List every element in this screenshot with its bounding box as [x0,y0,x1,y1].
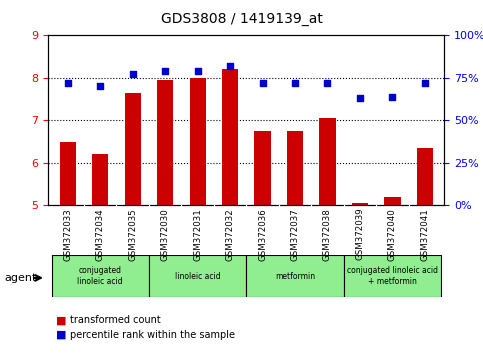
Text: agent: agent [5,273,37,283]
Point [161,68,169,74]
Text: conjugated
linoleic acid: conjugated linoleic acid [77,267,123,286]
Bar [417,148,433,205]
Bar [384,197,400,205]
Text: ■: ■ [56,330,66,339]
Text: GSM372034: GSM372034 [96,208,105,261]
Text: GSM372031: GSM372031 [193,208,202,261]
Text: ■: ■ [56,315,66,325]
Text: GSM372037: GSM372037 [291,208,299,261]
Point [226,63,234,69]
Point [324,80,331,86]
Text: transformed count: transformed count [70,315,161,325]
FancyBboxPatch shape [149,255,246,297]
Text: GSM372033: GSM372033 [63,208,72,261]
Point [97,84,104,89]
Text: GSM372035: GSM372035 [128,208,137,261]
Bar [352,203,368,205]
Text: GSM372036: GSM372036 [258,208,267,261]
Point [291,80,299,86]
FancyBboxPatch shape [246,255,344,297]
Text: GDS3808 / 1419139_at: GDS3808 / 1419139_at [160,12,323,27]
Bar [92,154,108,205]
Text: GSM372030: GSM372030 [161,208,170,261]
Text: metformin: metformin [275,272,315,281]
Point [388,94,396,99]
Text: conjugated linoleic acid
+ metformin: conjugated linoleic acid + metformin [347,267,438,286]
Bar [125,93,141,205]
Text: GSM372041: GSM372041 [420,208,429,261]
FancyBboxPatch shape [52,255,149,297]
Bar [189,78,206,205]
Text: percentile rank within the sample: percentile rank within the sample [70,330,235,339]
Text: GSM372040: GSM372040 [388,208,397,261]
Text: GSM372038: GSM372038 [323,208,332,261]
FancyBboxPatch shape [344,255,441,297]
Bar [287,131,303,205]
Text: GSM372032: GSM372032 [226,208,235,261]
Bar [319,118,336,205]
Point [356,96,364,101]
Point [194,68,201,74]
Point [421,80,429,86]
Point [259,80,267,86]
Bar [255,131,270,205]
Bar [157,80,173,205]
Text: GSM372039: GSM372039 [355,208,365,261]
Text: linoleic acid: linoleic acid [175,272,220,281]
Point [129,72,137,77]
Bar [222,69,238,205]
Bar [60,142,76,205]
Point [64,80,71,86]
